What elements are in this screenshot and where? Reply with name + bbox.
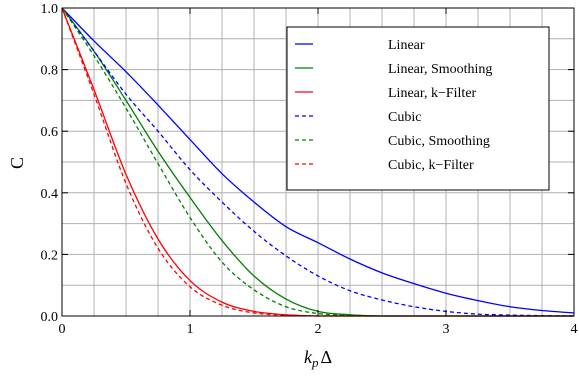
y-tick-label: 0.8 bbox=[41, 64, 59, 79]
x-axis-label: kp Δ bbox=[304, 347, 332, 370]
y-axis-label: C bbox=[7, 157, 27, 169]
legend-label-linear: Linear bbox=[388, 38, 425, 53]
y-tick-label: 0.0 bbox=[41, 310, 59, 325]
x-axis-label-main: k bbox=[304, 347, 313, 367]
legend: Linear Linear, Smoothing Linear, k−Filter C… bbox=[286, 26, 550, 191]
y-tick-label: 0.4 bbox=[41, 187, 59, 202]
series-line-cubic bbox=[61, 7, 575, 317]
legend-label-linear-smoothing: Linear, Smoothing bbox=[388, 62, 492, 77]
legend-box bbox=[286, 26, 550, 191]
y-tick-label: 0.2 bbox=[41, 248, 59, 263]
x-tick-label: 3 bbox=[443, 322, 450, 337]
ticks: 0 1 2 3 4 0.0 0.2 0.4 0.6 0.8 1.0 bbox=[41, 2, 578, 337]
legend-label-linear-k-filter: Linear, k−Filter bbox=[388, 86, 477, 101]
legend-label-cubic-smoothing: Cubic, Smoothing bbox=[388, 134, 490, 149]
x-axis-label-suffix: Δ bbox=[320, 347, 332, 367]
legend-label-cubic: Cubic bbox=[388, 110, 421, 125]
x-axis-label-subscript: p bbox=[311, 355, 319, 370]
x-tick-label: 1 bbox=[187, 322, 194, 337]
y-tick-label: 1.0 bbox=[41, 2, 59, 17]
legend-label-cubic-k-filter: Cubic, k−Filter bbox=[388, 158, 474, 173]
x-tick-label: 4 bbox=[571, 322, 578, 337]
x-tick-label: 0 bbox=[59, 322, 66, 337]
series-line-linear bbox=[61, 7, 575, 314]
x-tick-label: 2 bbox=[315, 322, 322, 337]
y-tick-label: 0.6 bbox=[41, 125, 59, 140]
